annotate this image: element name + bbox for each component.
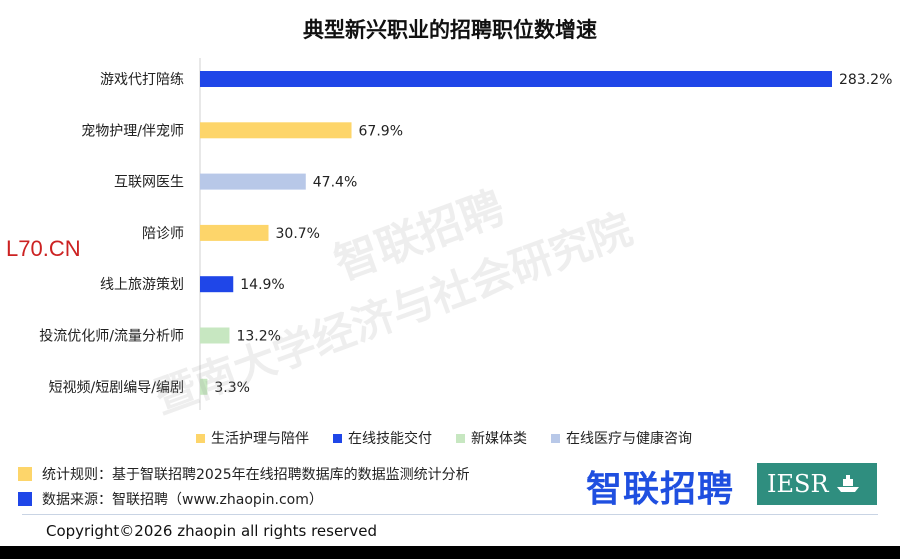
category-label: 短视频/短剧编导/编剧 — [49, 380, 184, 396]
value-label: 3.3% — [214, 380, 250, 396]
category-label: 宠物护理/伴宠师 — [81, 123, 184, 139]
iesr-logo: IESR — [757, 463, 877, 505]
legend-item: 新媒体类 — [456, 428, 527, 448]
legend-label: 在线技能交付 — [348, 431, 432, 447]
zhaopin-logo: 智联招聘 — [586, 469, 735, 510]
bar — [200, 224, 269, 241]
legend-swatch — [456, 433, 465, 443]
value-label: 67.9% — [359, 123, 403, 139]
legend-label: 新媒体类 — [471, 431, 527, 447]
note-swatch — [18, 467, 32, 481]
category-label: 互联网医生 — [114, 175, 184, 191]
bar — [200, 276, 234, 293]
bar — [200, 71, 832, 87]
legend-label: 在线医疗与健康咨询 — [566, 431, 692, 447]
value-label: 283.2% — [839, 72, 892, 88]
legend-item: 在线技能交付 — [333, 428, 432, 448]
note-data-source: 数据来源：智联招聘（www.zhaopin.com） — [18, 489, 323, 509]
iesr-logo-text: IESR — [767, 470, 829, 498]
legend-swatch — [333, 433, 342, 443]
bar — [200, 122, 352, 139]
footer-divider — [22, 514, 878, 515]
boat-icon — [836, 475, 859, 492]
legend: 生活护理与陪伴 在线技能交付 新媒体类 在线医疗与健康咨询 — [196, 428, 692, 448]
category-label: 线上旅游策划 — [100, 276, 184, 293]
legend-swatch — [551, 433, 560, 443]
category-label: 游戏代打陪练 — [100, 71, 184, 88]
value-label: 30.7% — [276, 226, 320, 242]
category-label: 陪诊师 — [142, 226, 184, 242]
chart-title: 典型新兴职业的招聘职位数增速 — [303, 18, 597, 42]
bottom-bar — [0, 546, 900, 559]
legend-label: 生活护理与陪伴 — [211, 431, 309, 447]
bar-chart: 游戏代打陪练 283.2% 宠物护理/伴宠师 67.9% 互联网医生 47.4% 陪诊师 30… — [39, 58, 892, 410]
legend-swatch — [196, 433, 205, 443]
note-statistics-rule: 统计规则：基于智联招聘2025年在线招聘数据库的数据监测统计分析 — [18, 464, 470, 484]
corner-mark: L70.CN — [6, 236, 81, 261]
value-label: 14.9% — [240, 277, 284, 293]
bar — [200, 173, 306, 190]
value-label: 13.2% — [236, 329, 280, 345]
note-text: 数据来源：智联招聘（www.zhaopin.com） — [42, 492, 323, 508]
value-label: 47.4% — [313, 175, 357, 191]
legend-item: 在线医疗与健康咨询 — [551, 428, 692, 448]
note-text: 统计规则：基于智联招聘2025年在线招聘数据库的数据监测统计分析 — [42, 467, 470, 483]
note-swatch — [18, 492, 32, 506]
bar — [200, 327, 230, 344]
bar — [200, 378, 208, 395]
copyright: Copyright©2026 zhaopin all rights reserv… — [46, 522, 377, 540]
category-label: 投流优化师/流量分析师 — [39, 329, 184, 345]
legend-item: 生活护理与陪伴 — [196, 428, 309, 448]
